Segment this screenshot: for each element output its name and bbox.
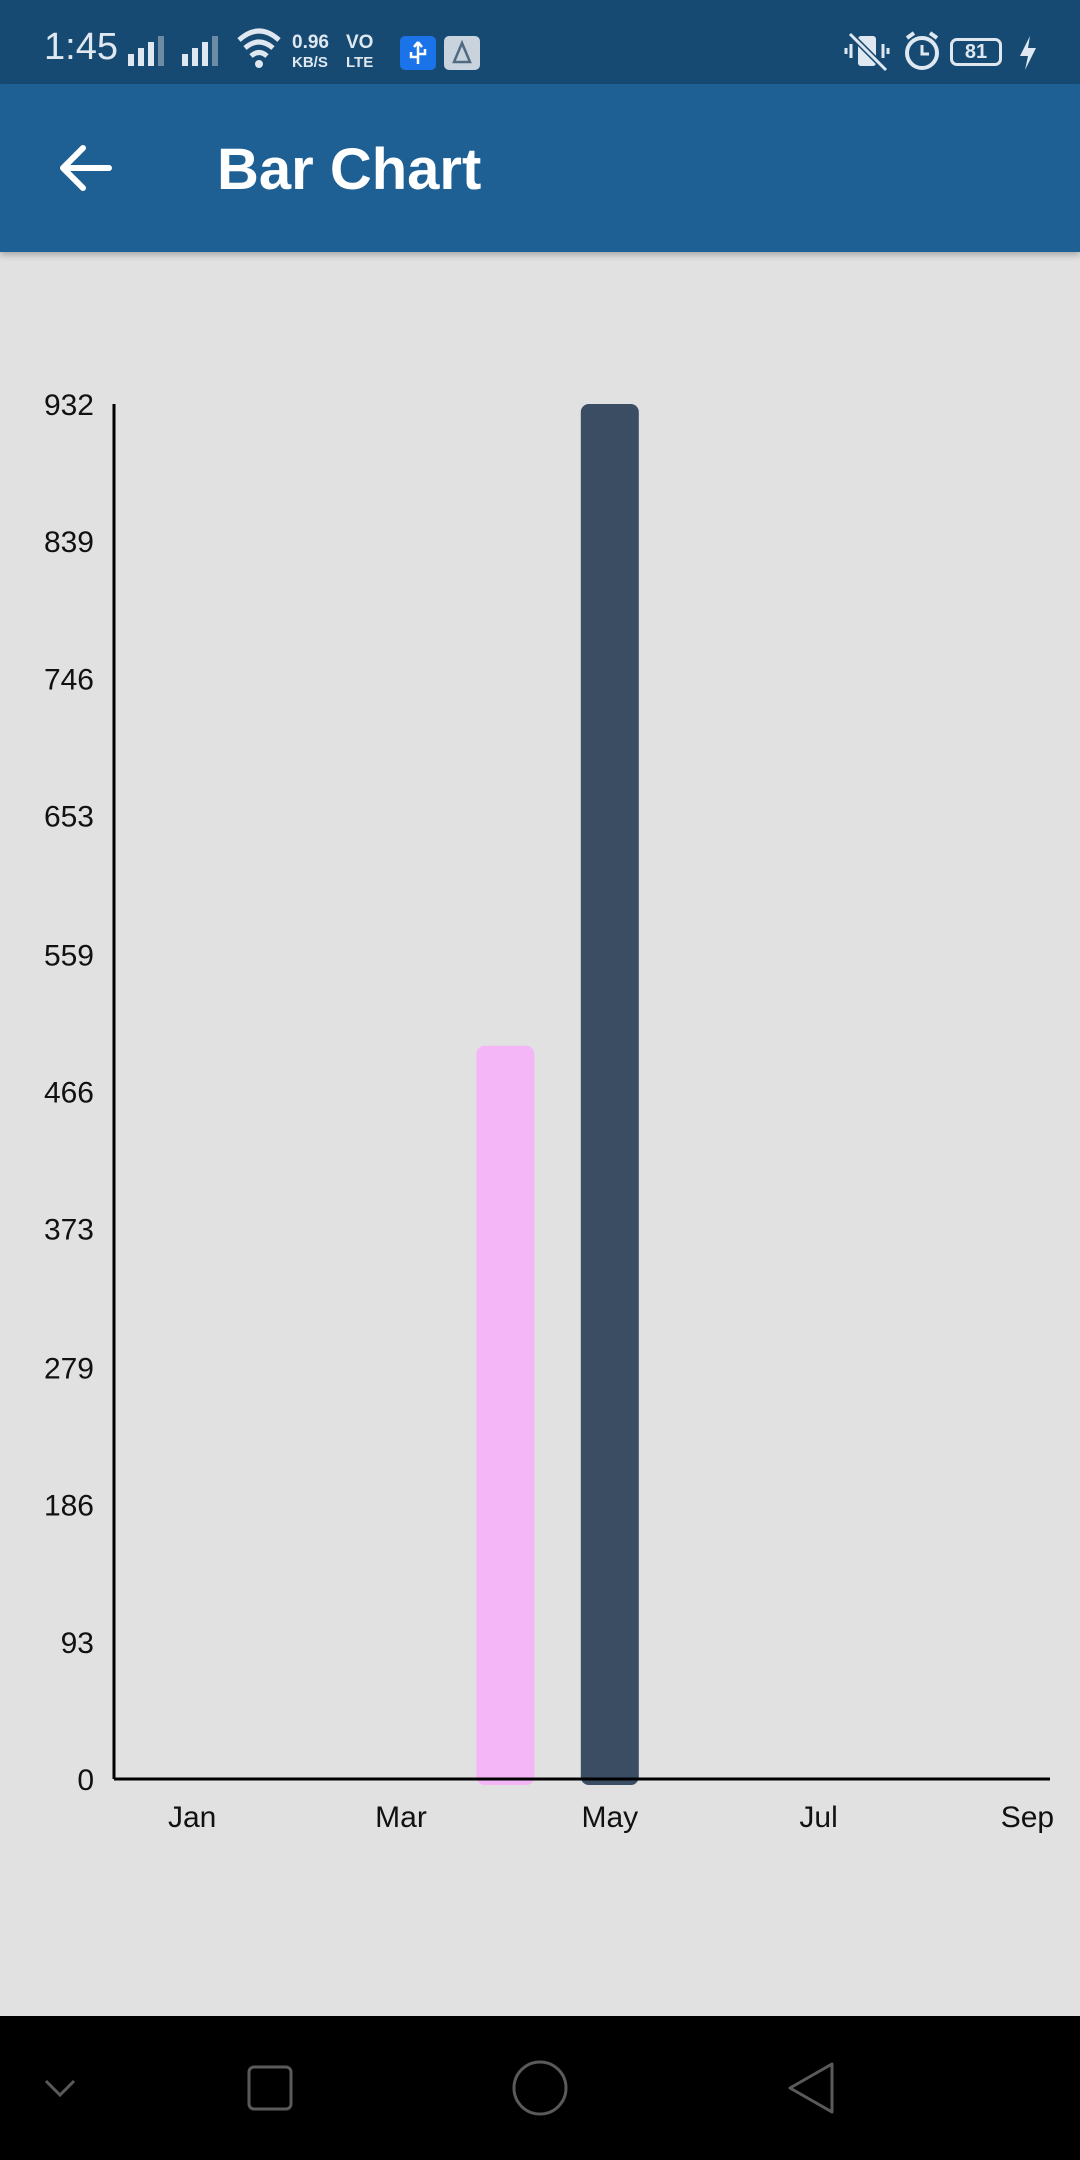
nav-home-button[interactable] xyxy=(480,2016,600,2160)
lte-label: LTE xyxy=(346,54,374,71)
page-title: Bar Chart xyxy=(217,137,482,202)
y-tick-label: 559 xyxy=(44,939,94,972)
nav-hide-button[interactable] xyxy=(0,2016,120,2160)
back-button[interactable] xyxy=(40,128,130,208)
charging-icon xyxy=(1020,36,1036,70)
nav-back-button[interactable] xyxy=(750,2016,870,2160)
signal-icon xyxy=(128,36,218,66)
y-tick-label: 93 xyxy=(61,1627,94,1660)
arrow-left-icon xyxy=(60,145,112,191)
battery-level: 81 xyxy=(964,41,988,63)
bar-chart: 0 93 186 279 373 466 559 653 746 839 932 Jan Mar May… xyxy=(44,389,1054,1834)
volte-label: VO xyxy=(346,32,374,53)
y-tick-label: 839 xyxy=(44,526,94,559)
x-tick-label: Jul xyxy=(799,1801,837,1834)
y-tick-label: 279 xyxy=(44,1352,94,1385)
triangle-back-icon xyxy=(788,2062,834,2114)
y-tick-label: 746 xyxy=(44,663,94,696)
nav-recents-button[interactable] xyxy=(210,2016,330,2160)
y-tick-label: 466 xyxy=(44,1077,94,1110)
circle-icon xyxy=(512,2060,568,2116)
net-speed-value: 0.96 xyxy=(292,32,329,53)
alarm-icon xyxy=(905,31,939,70)
battery-icon: 81 xyxy=(950,38,1002,66)
vibrate-icon xyxy=(844,31,890,73)
app-icon xyxy=(444,36,480,70)
bar-may[interactable] xyxy=(580,404,639,1785)
usb-icon xyxy=(400,36,436,70)
x-tick-label: Mar xyxy=(375,1801,427,1834)
x-tick-label: May xyxy=(581,1801,638,1834)
y-tick-label: 0 xyxy=(77,1764,94,1797)
navigation-bar xyxy=(0,2016,1080,2160)
y-tick-label: 932 xyxy=(44,389,94,422)
bars xyxy=(476,404,639,1785)
status-time: 1:45 xyxy=(44,26,118,68)
status-bar: 1:45 0.96 KB/S VO LTE xyxy=(0,0,1080,84)
x-axis-ticks: JanMarMayJulSepNov xyxy=(168,1801,1054,1834)
bar-apr[interactable] xyxy=(476,1045,535,1785)
app-bar: Bar Chart xyxy=(0,84,1080,252)
square-icon xyxy=(247,2065,293,2111)
y-tick-label: 373 xyxy=(44,1214,94,1247)
y-axis-ticks: 0 93 186 279 373 466 559 653 746 839 932 xyxy=(44,389,94,1797)
net-speed-unit: KB/S xyxy=(292,54,328,71)
wifi-icon xyxy=(237,28,281,68)
y-tick-label: 186 xyxy=(44,1490,94,1523)
y-tick-label: 653 xyxy=(44,801,94,834)
x-tick-label: Jan xyxy=(168,1801,216,1834)
x-tick-label: Sep xyxy=(1001,1801,1054,1834)
chevron-down-icon xyxy=(44,2079,76,2098)
